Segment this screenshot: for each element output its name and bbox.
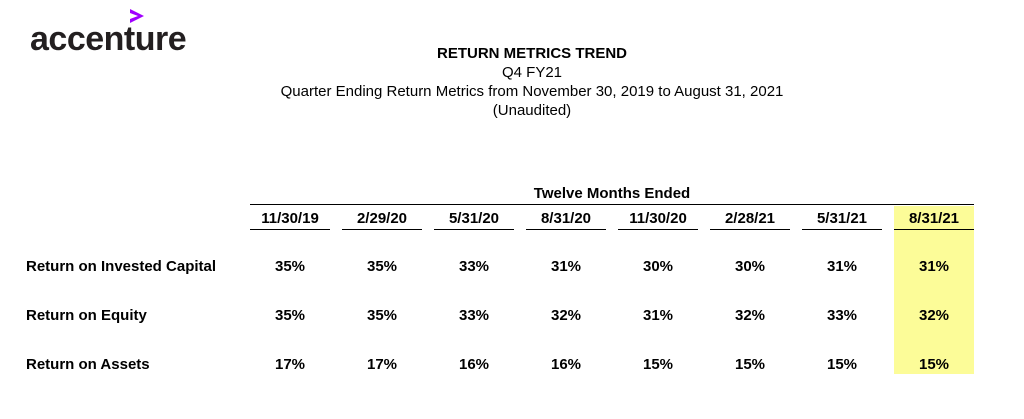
column-header: 11/30/20 [629, 210, 687, 227]
table-cell: 35% [366, 258, 398, 275]
column-underline [250, 229, 330, 230]
table-cell: 15% [826, 356, 858, 373]
table-cell: 33% [826, 307, 858, 324]
highlight-current-quarter [894, 206, 974, 374]
report-header: RETURN METRICS TREND Q4 FY21 Quarter End… [232, 44, 832, 120]
column-underline [894, 229, 974, 230]
table-cell: 30% [642, 258, 674, 275]
column-header: 5/31/20 [448, 210, 500, 227]
accenture-logo: accenture [30, 8, 210, 56]
table-cell: 35% [366, 307, 398, 324]
column-underline [802, 229, 882, 230]
table-cell: 33% [458, 258, 490, 275]
table-cell: 15% [918, 356, 950, 373]
group-underline [250, 204, 974, 205]
table-cell: 32% [918, 307, 950, 324]
column-header: 2/29/20 [356, 210, 408, 227]
column-underline [710, 229, 790, 230]
table-cell: 35% [274, 258, 306, 275]
table-cell: 16% [550, 356, 582, 373]
column-header: 5/31/21 [816, 210, 868, 227]
column-underline [342, 229, 422, 230]
column-group-label: Twelve Months Ended [533, 185, 691, 202]
accenture-chevron-icon [130, 9, 144, 23]
column-underline [618, 229, 698, 230]
report-description: Quarter Ending Return Metrics from Novem… [280, 83, 784, 100]
table-cell: 16% [458, 356, 490, 373]
report-note: (Unaudited) [492, 102, 572, 119]
table-cell: 35% [274, 307, 306, 324]
report-title: RETURN METRICS TREND [437, 45, 627, 62]
logo-wordmark: accenture [30, 20, 187, 58]
table-cell: 31% [826, 258, 858, 275]
column-header: 8/31/20 [540, 210, 592, 227]
column-underline [434, 229, 514, 230]
table-cell: 32% [550, 307, 582, 324]
table-cell: 32% [734, 307, 766, 324]
report-subtitle: Q4 FY21 [501, 64, 563, 81]
table-cell: 31% [550, 258, 582, 275]
table-cell: 31% [918, 258, 950, 275]
table-cell: 30% [734, 258, 766, 275]
row-label: Return on Equity [26, 307, 147, 324]
row-label: Return on Invested Capital [26, 258, 217, 275]
column-underline [526, 229, 606, 230]
column-header: 8/31/21 [908, 210, 960, 227]
table-cell: 17% [274, 356, 306, 373]
column-header: 2/28/21 [724, 210, 776, 227]
table-cell: 17% [366, 356, 398, 373]
table-cell: 33% [458, 307, 490, 324]
table-cell: 15% [734, 356, 766, 373]
table-cell: 15% [642, 356, 674, 373]
column-header: 11/30/19 [261, 210, 319, 227]
row-label: Return on Assets [26, 356, 150, 373]
table-cell: 31% [642, 307, 674, 324]
